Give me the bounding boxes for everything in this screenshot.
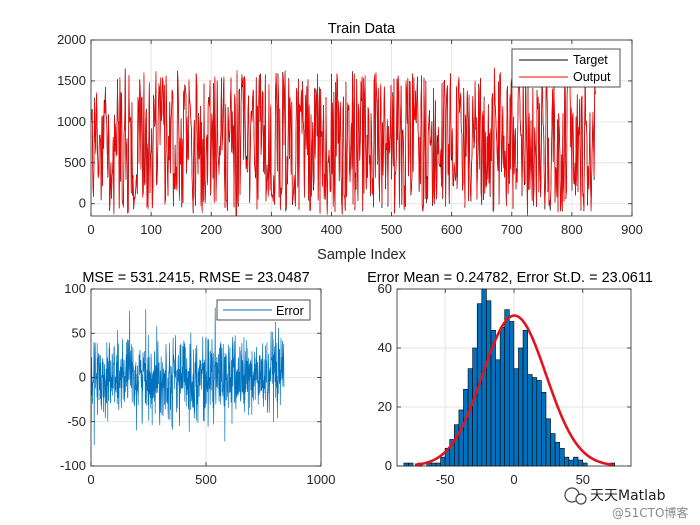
- histogram-bar: [435, 462, 441, 467]
- series-output-line: [91, 67, 596, 216]
- y-tick-label: 100: [64, 281, 86, 296]
- histogram-bar: [573, 456, 579, 467]
- histogram-bar: [495, 359, 501, 467]
- histogram-bar: [513, 368, 519, 467]
- histogram-bar: [577, 459, 583, 467]
- watermark-channel: 天天Matlab: [590, 488, 666, 504]
- histogram-bar: [463, 388, 469, 467]
- histogram-bar: [522, 329, 528, 467]
- histogram-bar: [559, 447, 565, 467]
- histogram-bar: [504, 309, 510, 467]
- y-tick-label: 1500: [57, 73, 86, 88]
- legend-label: Error: [276, 304, 304, 318]
- x-tick-label: 500: [195, 472, 217, 487]
- histogram-bar: [454, 424, 460, 467]
- y-tick-label: 0: [385, 458, 392, 473]
- histogram-bar: [531, 377, 538, 467]
- x-tick-label: 400: [321, 222, 343, 237]
- histogram-bar: [564, 456, 570, 467]
- histogram-bar: [486, 300, 492, 467]
- histogram-bar: [509, 321, 515, 467]
- x-tick-label: 500: [381, 222, 403, 237]
- legend: Error: [216, 299, 311, 321]
- histogram-bar: [518, 347, 524, 467]
- y-tick-label: 60: [378, 281, 392, 296]
- y-tick-label: 0: [79, 196, 86, 211]
- histogram-bar: [545, 418, 551, 467]
- y-tick-label: 50: [72, 325, 86, 340]
- y-tick-label: 40: [378, 340, 392, 355]
- axes-box: [90, 39, 633, 217]
- histogram-bar: [527, 374, 533, 467]
- y-tick-label: -50: [67, 414, 86, 429]
- y-tick-label: 1000: [57, 114, 86, 129]
- x-tick-label: 700: [501, 222, 523, 237]
- x-axis-label: Sample Index: [317, 247, 406, 263]
- chart-title: Train Data: [328, 21, 396, 37]
- watermark-site: @51CTO博客: [612, 505, 688, 520]
- x-tick-label: 300: [260, 222, 282, 237]
- x-tick-label: 100: [140, 222, 162, 237]
- histogram-bar: [467, 368, 473, 467]
- watermark: 天天Matlab@51CTO博客: [564, 487, 688, 520]
- x-tick-label: 0: [87, 222, 94, 237]
- x-tick-label: 0: [87, 472, 94, 487]
- chart-title: Error Mean = 0.24782, Error St.D. = 23.0…: [367, 270, 653, 286]
- histogram-bar: [440, 456, 446, 467]
- normal-fit-curve: [414, 314, 614, 467]
- y-tick-label: 2000: [57, 32, 86, 47]
- histogram-bar: [403, 462, 409, 467]
- y-tick-label: 20: [378, 399, 392, 414]
- legend-label: Target: [573, 53, 608, 67]
- histogram-bar: [568, 459, 574, 467]
- x-tick-label: 600: [441, 222, 463, 237]
- legend-box: [511, 48, 621, 88]
- histogram-bar: [536, 380, 542, 467]
- histogram-bar: [550, 433, 556, 467]
- histogram-bar: [472, 347, 478, 467]
- y-tick-label: -100: [60, 458, 86, 473]
- chart-title: MSE = 531.2415, RMSE = 23.0487: [82, 270, 309, 286]
- chart-0: 0 100 200 300 400 500 600 700 800 900 0 500 1000 1500…: [57, 21, 643, 263]
- x-tick-label: 200: [200, 222, 222, 237]
- legend-label: Output: [573, 70, 611, 84]
- wechat-icon: [564, 487, 587, 505]
- x-tick-label: 1000: [307, 472, 336, 487]
- series-error-line: [91, 307, 285, 446]
- x-tick-label: 0: [510, 472, 517, 487]
- histogram-bar: [408, 462, 414, 467]
- x-tick-label: 50: [576, 472, 590, 487]
- legend: Target Output: [511, 48, 621, 88]
- histogram-bar: [541, 391, 547, 467]
- histogram-bar: [582, 462, 588, 467]
- histogram-bar: [554, 442, 561, 467]
- histogram-bar: [431, 462, 437, 467]
- y-tick-label: 0: [79, 370, 86, 385]
- y-tick-label: 500: [64, 155, 86, 170]
- x-tick-label: -50: [436, 472, 455, 487]
- x-tick-label: 900: [621, 222, 643, 237]
- histogram-bar: [499, 327, 506, 467]
- x-tick-label: 800: [561, 222, 583, 237]
- histogram-bar: [458, 409, 464, 467]
